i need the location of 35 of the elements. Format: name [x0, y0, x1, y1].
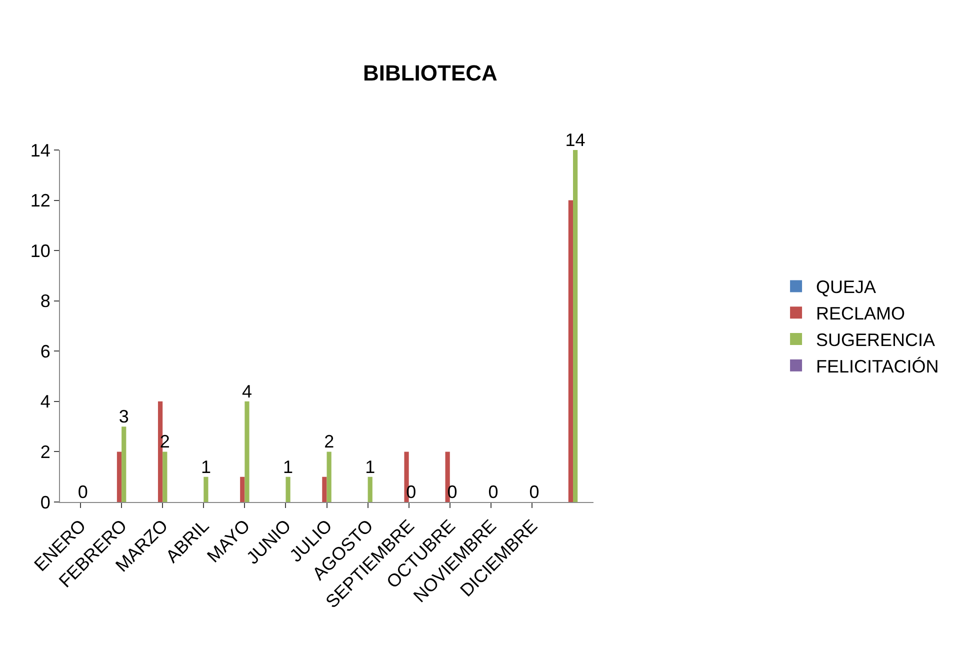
bar [240, 476, 245, 502]
y-tick-label: 2 [40, 442, 50, 462]
data-label: 1 [283, 456, 294, 477]
bar [244, 401, 250, 502]
bar [286, 476, 290, 502]
data-label: 0 [78, 482, 88, 502]
bar [368, 476, 372, 502]
y-tick-label: 6 [40, 341, 50, 362]
legend-label: FELICITACIÓN [816, 356, 939, 376]
bar [122, 426, 126, 502]
chart-title: BIBLIOTECA [362, 60, 498, 86]
bar [568, 200, 573, 502]
legend-label: SUGERENCIA [816, 330, 936, 350]
bar [204, 476, 208, 502]
y-tick-label: 10 [30, 240, 50, 261]
legend-label: QUEJA [816, 277, 876, 298]
data-label: 1 [200, 456, 211, 477]
data-label: 3 [118, 406, 129, 427]
data-label: 14 [565, 130, 586, 150]
y-tick-label: 0 [40, 492, 50, 512]
data-label: 1 [365, 456, 376, 477]
y-tick-label: 14 [30, 140, 50, 160]
data-label: 0 [488, 482, 498, 502]
bar [573, 150, 578, 502]
y-tick-label: 12 [30, 190, 50, 211]
data-label: 2 [324, 432, 334, 452]
data-label: 4 [242, 381, 252, 402]
y-tick-label: 8 [40, 291, 50, 312]
y-tick-label: 4 [40, 392, 50, 412]
bar [162, 452, 168, 502]
bar [116, 452, 122, 502]
legend-label: RECLAMO [816, 304, 906, 324]
bar [322, 476, 327, 502]
bar [326, 452, 332, 502]
data-label: 0 [529, 482, 540, 502]
